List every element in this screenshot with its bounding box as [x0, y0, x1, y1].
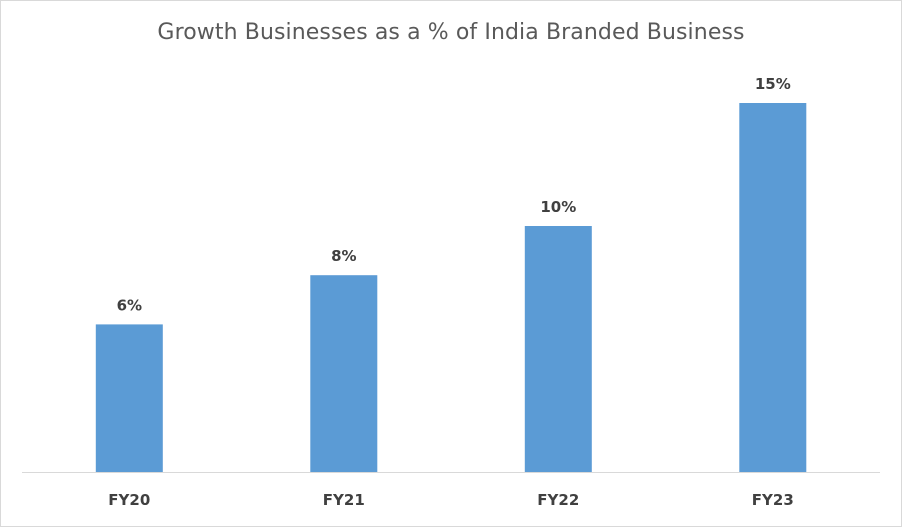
bar-fy20	[95, 324, 163, 472]
x-tick-label-fy22: FY22	[537, 491, 579, 509]
data-label-fy23: 15%	[755, 75, 791, 93]
bar-fy22	[524, 226, 592, 472]
chart-title: Growth Businesses as a % of India Brande…	[157, 20, 745, 45]
data-label-fy20: 6%	[117, 296, 142, 314]
x-tick-label-fy21: FY21	[323, 491, 365, 509]
bar-fy23	[739, 103, 807, 472]
data-label-fy22: 10%	[540, 198, 576, 216]
bar-fy21	[310, 275, 378, 472]
x-tick-label-fy20: FY20	[108, 491, 150, 509]
x-tick-label-fy23: FY23	[752, 491, 794, 509]
data-label-fy21: 8%	[331, 247, 356, 265]
